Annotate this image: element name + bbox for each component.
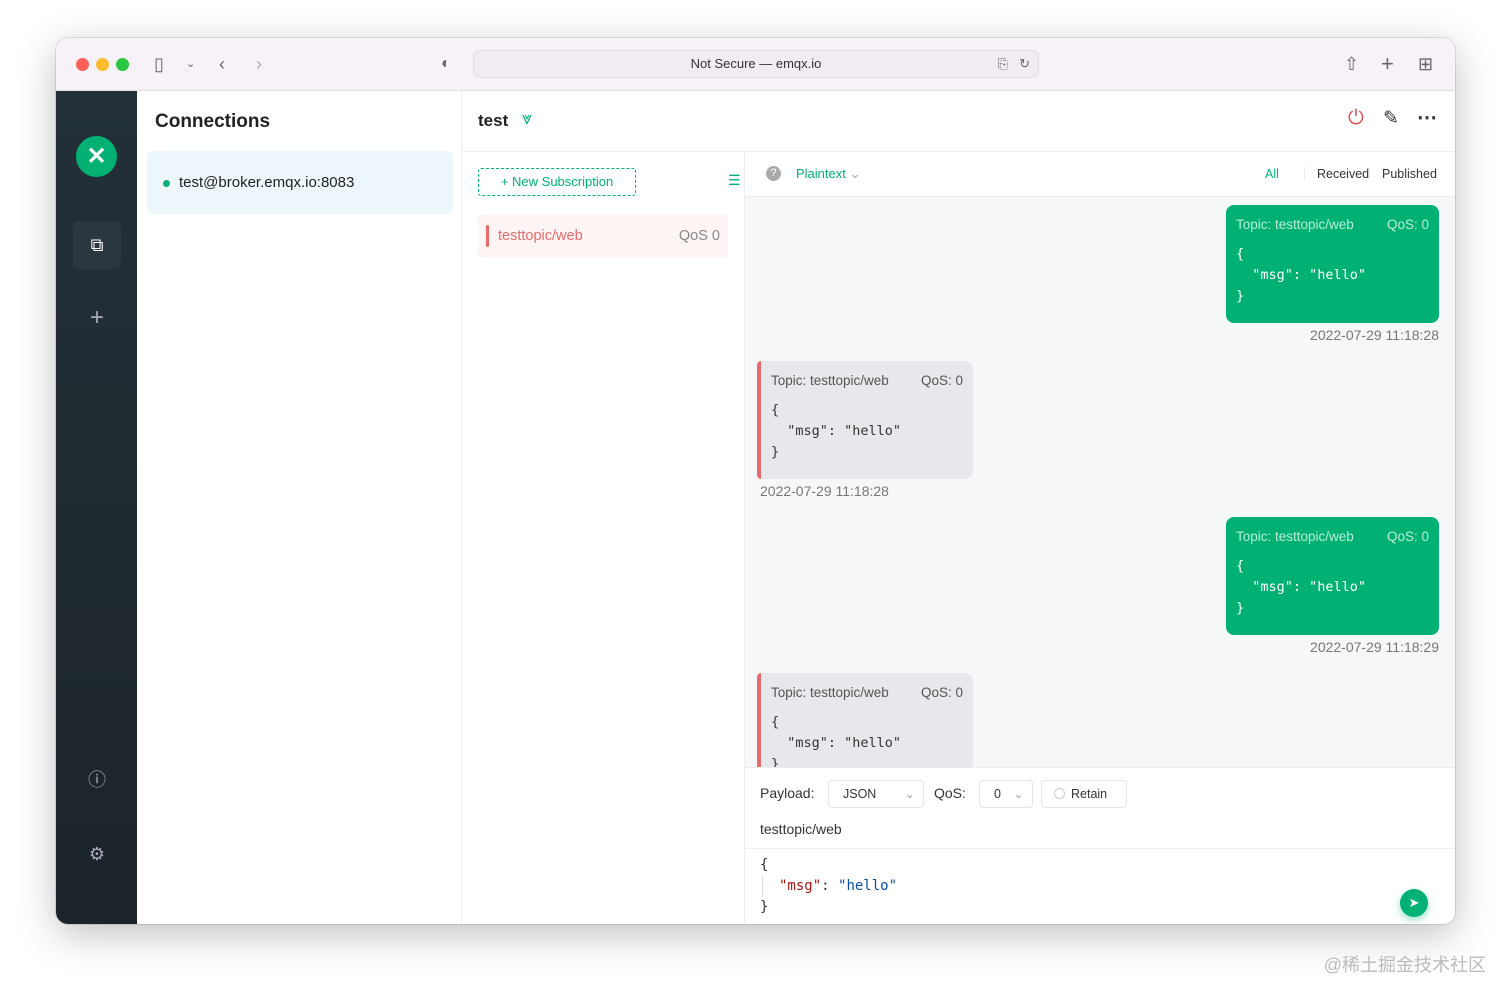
chevron-down-icon: ⌄ [904,787,915,801]
message-qos: QoS: 0 [920,373,963,388]
qos-value: 0 [994,787,1001,801]
message-bubble-received: Topic: testtopic/web QoS: 0 { "msg": "hell… [757,361,973,479]
payload-value: "hello" [838,878,898,894]
message-payload: { "msg": "hello" } [771,714,902,767]
subscriptions-panel: + New Subscription ☰ testtopic/web QoS 0 [462,152,745,924]
connection-label: test@broker.emqx.io:8083 [179,174,355,191]
settings-gear-icon[interactable]: ⚙ [88,844,106,864]
edit-icon[interactable]: ✎ [1383,108,1399,129]
maximize-window-button[interactable] [116,58,129,71]
send-icon: ➤ [1408,895,1420,910]
connection-item[interactable]: test@broker.emqx.io:8083 [147,151,453,214]
shield-icon[interactable]: ◐ [441,55,451,72]
message-payload: { "msg": "hello" } [1236,558,1367,616]
share-icon[interactable]: ⇧ [1344,54,1360,74]
plus-icon: + [500,174,513,189]
payload-type-select[interactable]: JSON ⌄ [828,780,924,808]
message-payload: { "msg": "hello" } [771,402,902,460]
connections-nav-icon[interactable]: ⧉ [73,221,121,269]
new-subscription-button[interactable]: + New Subscription [478,168,636,196]
subscription-item[interactable]: testtopic/web QoS 0 [478,214,728,258]
filter-published-tab[interactable]: Published [1369,167,1437,181]
info-icon[interactable]: ⓘ [88,770,106,790]
help-icon[interactable]: ? [766,166,781,181]
app-sidebar: ✕ ⧉ + ⓘ ⚙ [56,91,137,924]
message-topic: Topic: testtopic/web [1236,529,1354,544]
connections-title: Connections [155,111,271,132]
qos-select[interactable]: 0 ⌄ [979,780,1033,808]
connections-panel: Connections test@broker.emqx.io:8083 [137,91,462,924]
collapse-list-icon[interactable]: ☰ [728,172,741,188]
connection-detail: test ⩔ ⏻ ✎ ⋯ + New Subscription ☰ testto… [462,91,1455,924]
filter-received-tab[interactable]: Received [1304,167,1369,181]
payload-editor[interactable]: { "msg": "hello" } [745,848,1455,924]
chevron-down-icon[interactable]: ⌄ [186,58,196,70]
minimize-window-button[interactable] [96,58,109,71]
close-window-button[interactable] [76,58,89,71]
subscription-topic: testtopic/web [498,228,583,244]
format-value: Plaintext [796,166,846,181]
address-bar[interactable]: Not Secure — emqx.io ⎘ ↻ [473,50,1039,78]
message-qos: QoS: 0 [1386,217,1429,232]
qos-label: QoS: [934,785,966,801]
more-icon[interactable]: ⋯ [1417,107,1437,129]
message-payload: { "msg": "hello" } [1236,246,1367,304]
translate-icon[interactable]: ⎘ [997,56,1008,71]
new-subscription-label: New Subscription [512,174,614,189]
tab-overview-icon[interactable]: ⊞ [1418,54,1434,74]
payload-label: Payload: [760,785,815,801]
format-select[interactable]: Plaintext ⌄ [796,166,860,182]
browser-titlebar: ▯ ⌄ ‹ › ◐ Not Secure — emqx.io ⎘ ↻ ⇧ + ⊞ [56,38,1455,91]
messages-toolbar: ? Plaintext ⌄ All Received Published [745,152,1455,197]
retain-radio-icon [1054,788,1065,799]
publish-topic-input[interactable]: testtopic/web [760,821,842,837]
message-bubble-published: Topic: testtopic/web QoS: 0 { "msg": "hell… [1226,205,1439,323]
message-topic: Topic: testtopic/web [1236,217,1354,232]
chevron-down-icon: ⌄ [1013,787,1024,801]
connected-status-dot [163,180,170,187]
add-connection-icon[interactable]: + [89,304,104,331]
subscription-qos: QoS 0 [678,228,720,244]
message-timestamp: 2022-07-29 11:18:29 [1310,639,1439,655]
payload-key: "msg" [779,878,822,894]
watermark: @稀土掘金技术社区 [1323,955,1486,975]
browser-window: ▯ ⌄ ‹ › ◐ Not Secure — emqx.io ⎘ ↻ ⇧ + ⊞… [56,38,1455,924]
retain-label: Retain [1071,787,1108,801]
filter-all-tab[interactable]: All [1265,167,1279,181]
publish-panel: Payload: JSON ⌄ QoS: 0 ⌄ Retain testtopic/… [745,767,1455,924]
new-tab-icon[interactable]: + [1381,51,1394,76]
retain-checkbox[interactable]: Retain [1041,780,1127,808]
message-bubble-received: Topic: testtopic/web QoS: 0 { "msg": "hell… [757,673,973,767]
send-button[interactable]: ➤ [1400,889,1428,917]
connection-name: test [478,111,509,130]
message-qos: QoS: 0 [920,685,963,700]
connection-header: test ⩔ ⏻ ✎ ⋯ [462,91,1455,152]
collapse-chevron-icon[interactable]: ⩔ [522,108,533,128]
reload-icon[interactable]: ↻ [1019,56,1030,71]
message-qos: QoS: 0 [1386,529,1429,544]
message-timestamp: 2022-07-29 11:18:28 [760,483,889,499]
disconnect-power-icon[interactable]: ⏻ [1348,107,1364,129]
subscription-color-bar [486,225,489,247]
sidebar-toggle-icon[interactable]: ▯ [154,54,164,74]
message-timestamp: 2022-07-29 11:18:28 [1310,327,1439,343]
message-topic: Topic: testtopic/web [771,373,889,388]
message-bubble-published: Topic: testtopic/web QoS: 0 { "msg": "hell… [1226,517,1439,635]
back-icon[interactable]: ‹ [219,54,225,74]
message-topic: Topic: testtopic/web [771,685,889,700]
messages-panel: ? Plaintext ⌄ All Received Published Top… [745,152,1455,924]
forward-icon[interactable]: › [256,54,262,74]
chevron-down-icon: ⌄ [849,166,861,181]
mqttx-logo: ✕ [76,136,117,177]
message-list[interactable]: Topic: testtopic/web QoS: 0 { "msg": "hell… [745,197,1455,767]
url-text: Not Secure — emqx.io [690,56,822,71]
payload-type-value: JSON [843,787,877,801]
